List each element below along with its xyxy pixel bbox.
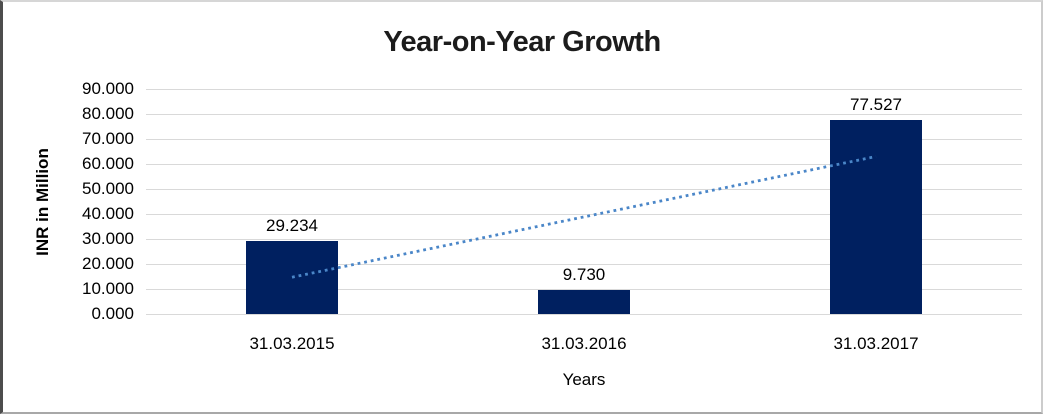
gridline	[146, 264, 1022, 265]
y-axis-tick-label: 60.000	[82, 154, 134, 173]
y-axis-tick-label: 40.000	[82, 204, 134, 223]
data-label: 29.234	[266, 215, 318, 235]
gridline	[146, 164, 1022, 165]
data-label: 77.527	[850, 95, 902, 115]
data-label: 9.730	[562, 264, 606, 284]
gridline	[146, 289, 1022, 290]
y-axis-tick-label: 50.000	[82, 179, 134, 198]
gridline	[146, 114, 1022, 115]
y-axis-tick-label: 90.000	[82, 79, 134, 98]
y-axis-tick-label: 10.000	[82, 279, 134, 298]
x-axis-category-label: 31.03.2015	[249, 334, 335, 353]
gridline	[146, 139, 1022, 140]
chart-title: Year-on-Year Growth	[383, 26, 661, 58]
x-axis-category-label: 31.03.2016	[541, 334, 627, 353]
gridline	[146, 314, 1022, 315]
bar-31.03.2016	[538, 289, 630, 314]
x-axis-title: Years	[562, 370, 606, 389]
y-axis-tick-label: 20.000	[82, 254, 134, 273]
gridline	[146, 189, 1022, 190]
gridline	[146, 239, 1022, 240]
bar-31.03.2015	[246, 240, 338, 314]
trendline	[291, 155, 877, 279]
y-axis-tick-label: 30.000	[82, 229, 134, 248]
bar-31.03.2017	[830, 120, 922, 314]
y-axis-tick-label: 70.000	[82, 129, 134, 148]
trendline-svg	[291, 155, 877, 279]
y-axis-tick-label: 0.000	[91, 304, 134, 323]
plot-area: 29.234 9.730 77.527	[146, 89, 1022, 315]
y-axis-tick-label: 80.000	[82, 104, 134, 123]
gridline	[146, 89, 1022, 90]
x-axis-category-label: 31.03.2017	[833, 334, 919, 353]
gridline	[146, 214, 1022, 215]
